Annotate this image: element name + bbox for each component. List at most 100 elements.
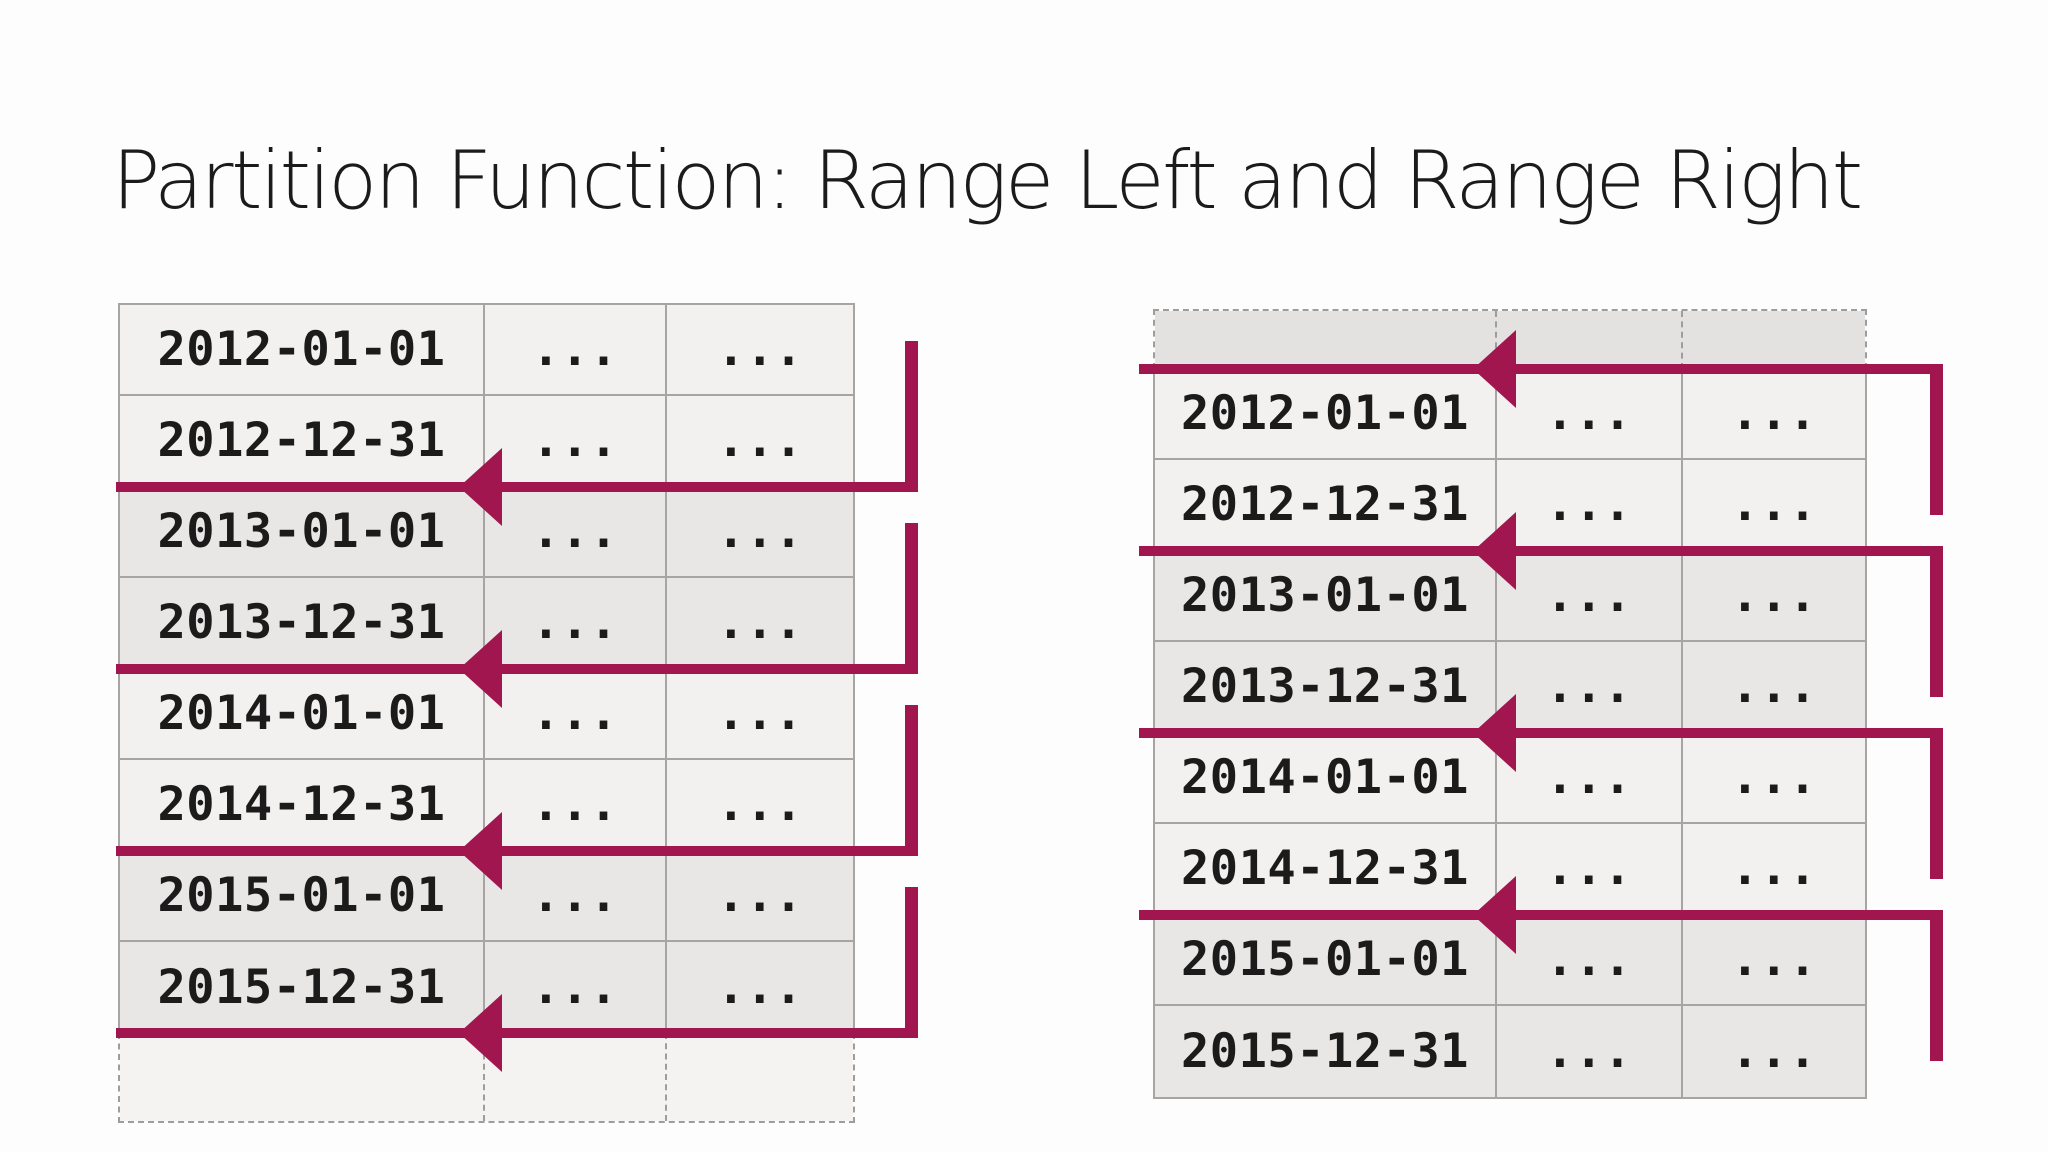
arrow-elbow — [1930, 546, 1943, 697]
date-cell: 2015-01-01 — [1155, 915, 1497, 1004]
table-row: 2013-01-01 ... ... — [120, 487, 853, 578]
ellipsis-cell: ... — [1497, 551, 1683, 640]
arrow-elbow — [1930, 728, 1943, 879]
ellipsis-cell: ... — [1683, 642, 1865, 731]
dashed-empty-cell — [667, 1033, 853, 1121]
ellipsis-cell: ... — [1683, 460, 1865, 549]
date-cell: 2014-12-31 — [120, 760, 485, 849]
table-row: 2015-01-01 ... ... — [1155, 915, 1865, 1006]
table-row: 2015-01-01 ... ... — [120, 851, 853, 942]
date-cell: 2012-01-01 — [120, 305, 485, 394]
arrow-shaft — [116, 1028, 918, 1038]
table-row: 2014-01-01 ... ... — [120, 669, 853, 760]
arrow-shaft — [1139, 910, 1943, 920]
date-cell: 2012-12-31 — [1155, 460, 1497, 549]
ellipsis-cell: ... — [1683, 1006, 1865, 1097]
ellipsis-cell: ... — [485, 851, 667, 940]
range-left-table: 2012-01-01 ... ... 2012-12-31 ... ... 20… — [118, 303, 855, 1033]
ellipsis-cell: ... — [485, 305, 667, 394]
date-cell: 2015-12-31 — [1155, 1006, 1497, 1097]
ellipsis-cell: ... — [1497, 824, 1683, 913]
dashed-empty-cell — [485, 1033, 667, 1121]
ellipsis-cell: ... — [1497, 1006, 1683, 1097]
ellipsis-cell: ... — [485, 487, 667, 576]
table-row: 2012-01-01 ... ... — [120, 305, 853, 396]
ellipsis-cell: ... — [667, 760, 853, 849]
ellipsis-cell: ... — [667, 305, 853, 394]
arrowhead-icon — [459, 448, 502, 526]
date-cell: 2015-01-01 — [120, 851, 485, 940]
ellipsis-cell: ... — [1683, 915, 1865, 1004]
table-row: 2015-12-31 ... ... — [1155, 1006, 1865, 1097]
arrow-shaft — [116, 846, 918, 856]
ellipsis-cell: ... — [1683, 551, 1865, 640]
arrow-elbow — [905, 341, 918, 492]
ellipsis-cell: ... — [667, 669, 853, 758]
arrowhead-icon — [1473, 512, 1516, 590]
table-row: 2015-12-31 ... ... — [120, 942, 853, 1033]
ellipsis-cell: ... — [1683, 824, 1865, 913]
ellipsis-cell: ... — [667, 578, 853, 667]
arrow-shaft — [1139, 728, 1943, 738]
ellipsis-cell: ... — [485, 396, 667, 485]
ellipsis-cell: ... — [667, 851, 853, 940]
arrow-elbow — [1930, 910, 1943, 1061]
table-row: 2012-12-31 ... ... — [120, 396, 853, 487]
date-cell: 2012-01-01 — [1155, 369, 1497, 458]
ellipsis-cell: ... — [485, 760, 667, 849]
range-right-open-end-row — [1153, 309, 1867, 369]
dashed-empty-cell — [1155, 311, 1497, 369]
arrowhead-icon — [1473, 876, 1516, 954]
arrow-shaft — [1139, 546, 1943, 556]
arrow-elbow — [1930, 364, 1943, 515]
date-cell: 2013-12-31 — [120, 578, 485, 667]
date-cell: 2014-12-31 — [1155, 824, 1497, 913]
arrow-shaft — [1139, 364, 1943, 374]
dashed-empty-cell — [1683, 311, 1865, 369]
table-row: 2013-01-01 ... ... — [1155, 551, 1865, 642]
arrowhead-icon — [459, 994, 502, 1072]
table-row: 2012-01-01 ... ... — [1155, 369, 1865, 460]
date-cell: 2012-12-31 — [120, 396, 485, 485]
arrowhead-icon — [459, 630, 502, 708]
ellipsis-cell: ... — [1497, 642, 1683, 731]
ellipsis-cell: ... — [485, 669, 667, 758]
arrowhead-icon — [1473, 694, 1516, 772]
date-cell: 2013-01-01 — [1155, 551, 1497, 640]
arrow-elbow — [905, 523, 918, 674]
table-row: 2014-12-31 ... ... — [120, 760, 853, 851]
date-cell: 2014-01-01 — [1155, 733, 1497, 822]
ellipsis-cell: ... — [667, 396, 853, 485]
ellipsis-cell: ... — [1683, 733, 1865, 822]
date-cell: 2014-01-01 — [120, 669, 485, 758]
table-row: 2014-01-01 ... ... — [1155, 733, 1865, 824]
table-row: 2014-12-31 ... ... — [1155, 824, 1865, 915]
arrowhead-icon — [1473, 330, 1516, 408]
date-cell: 2015-12-31 — [120, 942, 485, 1033]
ellipsis-cell: ... — [667, 942, 853, 1033]
ellipsis-cell: ... — [1497, 460, 1683, 549]
table-row: 2013-12-31 ... ... — [1155, 642, 1865, 733]
ellipsis-cell: ... — [1497, 733, 1683, 822]
dashed-empty-cell — [120, 1033, 485, 1121]
ellipsis-cell: ... — [485, 942, 667, 1033]
ellipsis-cell: ... — [1497, 915, 1683, 1004]
dashed-empty-cell — [1497, 311, 1683, 369]
arrow-elbow — [905, 887, 918, 1038]
slide-title: Partition Function: Range Left and Range… — [112, 134, 1863, 227]
ellipsis-cell: ... — [667, 487, 853, 576]
arrow-elbow — [905, 705, 918, 856]
ellipsis-cell: ... — [1683, 369, 1865, 458]
range-right-table: 2012-01-01 ... ... 2012-12-31 ... ... 20… — [1153, 369, 1867, 1099]
table-row: 2013-12-31 ... ... — [120, 578, 853, 669]
ellipsis-cell: ... — [1497, 369, 1683, 458]
date-cell: 2013-01-01 — [120, 487, 485, 576]
date-cell: 2013-12-31 — [1155, 642, 1497, 731]
ellipsis-cell: ... — [485, 578, 667, 667]
arrowhead-icon — [459, 812, 502, 890]
arrow-shaft — [116, 664, 918, 674]
table-row: 2012-12-31 ... ... — [1155, 460, 1865, 551]
arrow-shaft — [116, 482, 918, 492]
range-left-open-end-row — [118, 1033, 855, 1123]
